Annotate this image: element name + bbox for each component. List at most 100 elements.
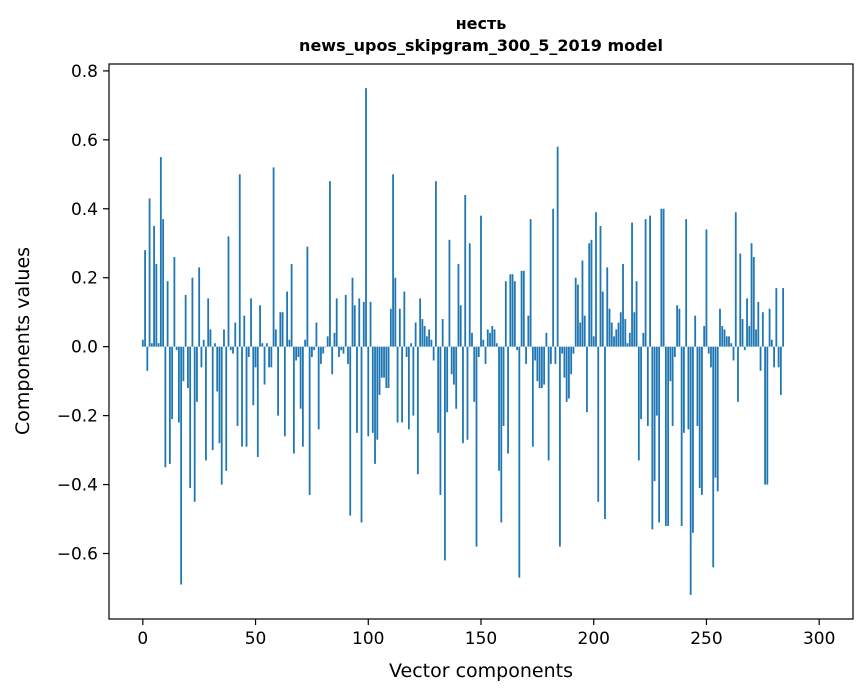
bar-147 (473, 346, 476, 402)
bar-97 (360, 346, 363, 523)
bar-100 (367, 346, 370, 437)
bar-27 (202, 339, 205, 347)
bar-195 (581, 260, 584, 347)
bar-103 (374, 346, 376, 464)
bar-177 (540, 346, 543, 389)
chart-title-line1: несть (456, 14, 507, 33)
bar-81 (324, 346, 327, 348)
bar-174 (534, 346, 537, 361)
bar-173 (531, 346, 534, 447)
x-tick-label: 0 (137, 629, 148, 649)
bar-169 (522, 270, 525, 347)
bar-152 (484, 346, 487, 364)
bar-266 (741, 319, 744, 347)
bar-249 (703, 325, 706, 347)
bar-131 (437, 346, 440, 433)
bar-35 (220, 346, 223, 485)
bar-278 (768, 308, 771, 347)
bar-98 (362, 301, 365, 347)
bar-214 (624, 319, 627, 347)
x-tick-label: 250 (690, 629, 722, 649)
bar-114 (398, 308, 401, 347)
bar-228 (655, 346, 658, 416)
bar-182 (552, 208, 555, 347)
bar-208 (610, 322, 613, 347)
bar-127 (428, 329, 431, 347)
bar-76 (313, 346, 316, 351)
bar-277 (766, 346, 769, 485)
bar-201 (595, 212, 597, 347)
bar-96 (358, 298, 361, 347)
x-tick-label: 150 (465, 629, 497, 649)
bar-1 (144, 250, 146, 347)
bar-106 (380, 346, 383, 378)
bar-196 (583, 315, 586, 347)
bar-140 (457, 263, 460, 347)
bar-191 (572, 346, 575, 354)
bar-170 (525, 346, 527, 364)
bar-121 (414, 322, 417, 347)
bar-63 (283, 346, 286, 437)
bar-223 (644, 219, 647, 347)
bar-70 (299, 346, 302, 409)
bar-62 (281, 312, 284, 347)
bar-6 (155, 263, 158, 347)
bar-90 (344, 294, 347, 347)
bar-29 (207, 298, 210, 347)
bar-225 (649, 215, 651, 347)
bar-272 (755, 329, 757, 347)
bar-158 (498, 346, 500, 471)
bar-159 (500, 346, 503, 523)
bar-203 (599, 226, 602, 347)
bar-31 (211, 346, 214, 451)
bar-33 (216, 346, 219, 392)
bar-187 (563, 346, 566, 378)
bar-88 (340, 346, 343, 351)
bar-217 (631, 222, 633, 347)
bar-184 (556, 146, 559, 347)
bar-137 (450, 346, 453, 375)
x-axis: 0 50 100 150 200 250 300 (137, 619, 835, 649)
bar-10 (164, 346, 167, 468)
y-axis: −0.6 −0.4 −0.2 0.0 0.2 0.4 0.6 0.8 (57, 62, 109, 565)
bar-276 (764, 346, 766, 485)
bar-136 (448, 239, 451, 347)
bar-165 (513, 281, 516, 347)
bar-107 (383, 346, 385, 378)
bar-130 (435, 181, 437, 347)
bar-11 (166, 281, 169, 347)
bar-274 (759, 346, 762, 371)
bar-143 (464, 194, 467, 347)
bar-133 (441, 319, 444, 347)
bar-246 (696, 346, 699, 426)
bar-145 (468, 243, 471, 347)
bar-124 (421, 319, 424, 347)
bar-149 (477, 346, 480, 358)
bar-12 (168, 346, 171, 464)
bar-250 (705, 229, 708, 347)
bar-17 (180, 346, 183, 585)
bar-279 (770, 339, 773, 347)
bar-172 (529, 219, 532, 347)
bar-280 (773, 346, 775, 368)
bar-57 (270, 346, 273, 368)
bar-194 (579, 322, 582, 347)
bar-56 (268, 346, 270, 368)
bar-153 (486, 329, 489, 347)
bar-120 (412, 346, 415, 416)
bar-178 (543, 346, 546, 385)
bar-113 (396, 346, 399, 423)
bar-67 (292, 346, 295, 454)
bar-126 (425, 336, 428, 347)
y-tick-label: 0.8 (71, 62, 98, 82)
bar-83 (329, 181, 331, 347)
y-tick-label: −0.6 (57, 545, 98, 565)
bar-233 (667, 346, 670, 526)
bar-59 (274, 329, 277, 347)
bar-262 (732, 346, 735, 361)
bar-112 (394, 277, 397, 347)
bar-128 (430, 339, 433, 347)
bar-188 (565, 346, 568, 402)
bar-185 (559, 346, 561, 547)
bar-4 (150, 343, 153, 347)
